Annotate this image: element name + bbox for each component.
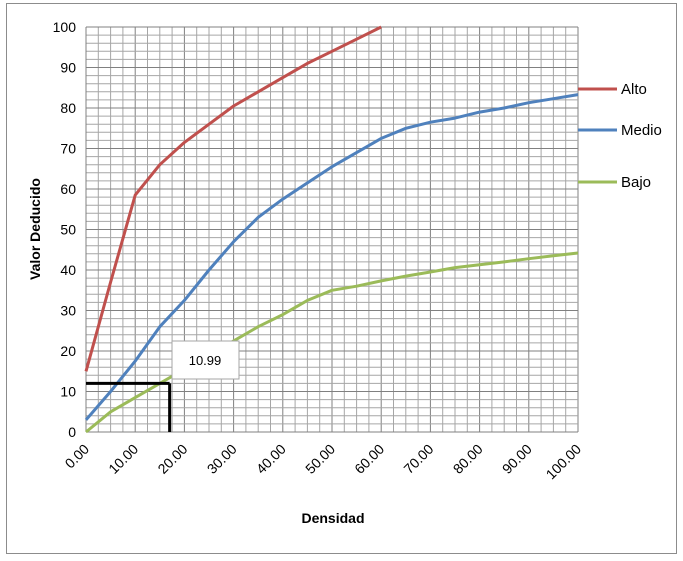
y-tick-label: 60 xyxy=(60,181,76,197)
grid xyxy=(85,26,579,433)
y-tick-label: 50 xyxy=(60,222,76,238)
series-line-bajo xyxy=(85,251,579,434)
legend-label-alto: Alto xyxy=(621,81,647,98)
series-line-medio xyxy=(84,93,579,421)
annotation-label-box xyxy=(171,340,240,380)
annotation: 10.99 xyxy=(86,340,240,432)
y-tick-label: 0 xyxy=(68,424,76,440)
y-tick-label: 70 xyxy=(60,141,76,157)
y-tick-label: 90 xyxy=(60,60,76,76)
y-tick-label: 10 xyxy=(60,384,76,400)
x-axis-title: Densidad xyxy=(301,510,364,526)
axes xyxy=(85,27,578,433)
annotation-label: 10.99 xyxy=(189,353,222,368)
series-lines xyxy=(84,25,579,434)
y-tick-label: 100 xyxy=(53,19,77,35)
y-tick-label: 30 xyxy=(60,303,76,319)
legend-label-medio: Medio xyxy=(621,122,662,139)
series-line-alto xyxy=(84,25,382,372)
legend: Alto Medio Bajo xyxy=(578,81,662,191)
y-axis-title: Valor Deducido xyxy=(27,178,43,280)
legend-label-bajo: Bajo xyxy=(621,174,651,191)
y-tick-label: 20 xyxy=(60,343,76,359)
y-tick-label: 80 xyxy=(60,100,76,116)
y-tick-label: 40 xyxy=(60,262,76,278)
